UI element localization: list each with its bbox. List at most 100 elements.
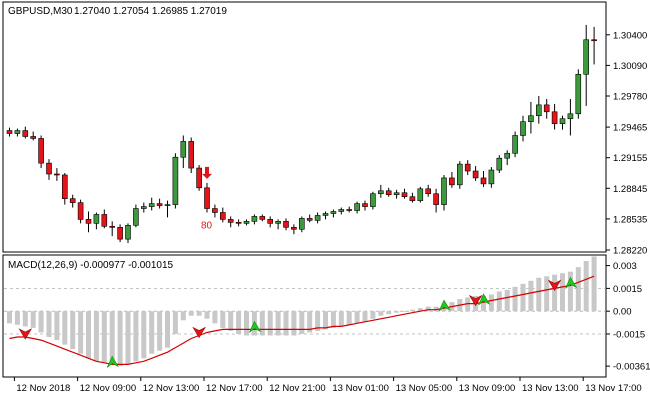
bear-candle-body xyxy=(385,190,392,196)
macd-hist-bar xyxy=(267,311,273,336)
candle xyxy=(125,223,131,244)
candle xyxy=(314,212,321,224)
candle xyxy=(377,184,384,198)
macd-hist-bar xyxy=(512,286,518,312)
candle xyxy=(46,159,52,180)
macd-hist-bar xyxy=(338,311,344,327)
macd-hist-bar xyxy=(575,267,581,312)
macd-hist-bar xyxy=(157,311,163,351)
time-tick-label: 12 Nov 17:00 xyxy=(206,383,263,394)
bear-candle-body xyxy=(69,198,76,203)
macd-hist-bar xyxy=(567,271,573,312)
bull-candle-body xyxy=(172,156,179,205)
bear-candle-body xyxy=(425,188,432,195)
macd-hist-bar xyxy=(465,297,471,312)
bear-candle-body xyxy=(6,130,13,134)
price-tick-label: 1.30400 xyxy=(613,30,647,41)
candle xyxy=(243,219,250,226)
macd-hist-bar xyxy=(409,309,415,312)
bull-candle-body xyxy=(393,192,400,196)
candle xyxy=(441,174,447,211)
bear-candle-body xyxy=(54,173,60,176)
macd-hist-bar xyxy=(86,311,91,359)
macd-hist-bar xyxy=(165,311,170,348)
candle xyxy=(306,214,313,223)
bull-candle-body xyxy=(441,177,447,205)
candle xyxy=(6,127,13,137)
bull-candle-body xyxy=(504,152,511,159)
bear-candle-body xyxy=(188,141,194,169)
price-tick-label: 1.29780 xyxy=(613,92,647,103)
macd-hist-bar xyxy=(544,276,550,312)
candle xyxy=(109,221,115,237)
macd-hist-bar xyxy=(591,256,597,312)
candle xyxy=(85,211,92,233)
macd-hist-bar xyxy=(291,311,297,336)
candle xyxy=(417,186,424,203)
candle xyxy=(433,188,439,213)
time-tick-label: 12 Nov 2018 xyxy=(16,383,70,394)
macd-hist-bar xyxy=(22,311,28,327)
macd-hist-bar xyxy=(402,311,407,312)
bull-candle-body xyxy=(322,213,329,216)
time-tick-label: 13 Nov 17:00 xyxy=(585,383,642,394)
macd-hist-bar xyxy=(172,311,178,334)
candle xyxy=(69,194,76,208)
sell-arrow-icon xyxy=(192,326,206,339)
bull-candle-body xyxy=(14,130,21,134)
candle xyxy=(196,165,202,191)
candle xyxy=(156,198,163,209)
candle xyxy=(38,135,44,169)
candle xyxy=(164,200,171,218)
candle xyxy=(346,206,353,213)
time-tick-label: 13 Nov 01:00 xyxy=(332,383,389,394)
bull-candle-body xyxy=(125,225,131,240)
bull-candle-body xyxy=(512,135,518,154)
macd-hist-bar xyxy=(101,311,107,363)
macd-hist-bar xyxy=(180,311,186,321)
candle xyxy=(298,216,305,233)
macd-title: MACD(12,26,9) -0.000977 -0.001015 xyxy=(8,260,174,271)
bear-candle-body xyxy=(196,167,202,189)
bear-candle-body xyxy=(472,170,479,179)
bear-candle-body xyxy=(362,203,368,207)
bear-candle-body xyxy=(235,222,242,224)
macd-hist-bar xyxy=(38,311,44,333)
candle xyxy=(354,201,360,214)
bear-candle-body xyxy=(409,196,416,201)
sell-arrow-icon xyxy=(547,279,562,291)
macd-histogram xyxy=(7,256,597,366)
bull-candle-body xyxy=(370,193,376,207)
macd-hist-bar xyxy=(14,311,20,325)
candle xyxy=(472,166,479,181)
macd-hist-bar xyxy=(204,311,210,319)
bull-candle-body xyxy=(180,141,187,158)
macd-hist-bar xyxy=(196,311,202,316)
candle xyxy=(54,168,60,181)
macd-signal-arrows xyxy=(18,276,578,368)
bear-candle-body xyxy=(464,163,471,172)
candle xyxy=(488,167,495,188)
candle xyxy=(559,115,566,130)
candle xyxy=(456,161,463,189)
candle xyxy=(275,219,281,230)
macd-signal-line xyxy=(9,275,595,365)
macd-hist-bar xyxy=(378,311,384,316)
macd-hist-bar xyxy=(560,273,565,312)
macd-hist-bar xyxy=(93,311,99,362)
candle xyxy=(188,137,194,174)
macd-hist-bar xyxy=(583,261,589,312)
macd-hist-bar xyxy=(30,311,36,328)
bear-candle-body xyxy=(101,214,108,227)
macd-hist-bar xyxy=(149,311,155,354)
bull-candle-body xyxy=(496,157,503,171)
bear-candle-body xyxy=(543,104,550,113)
candle xyxy=(583,24,590,106)
macd-hist-bar xyxy=(212,311,218,324)
macd-hist-bar xyxy=(346,311,352,325)
bear-candle-body xyxy=(22,130,29,137)
candle xyxy=(93,212,100,230)
candle xyxy=(528,101,534,134)
